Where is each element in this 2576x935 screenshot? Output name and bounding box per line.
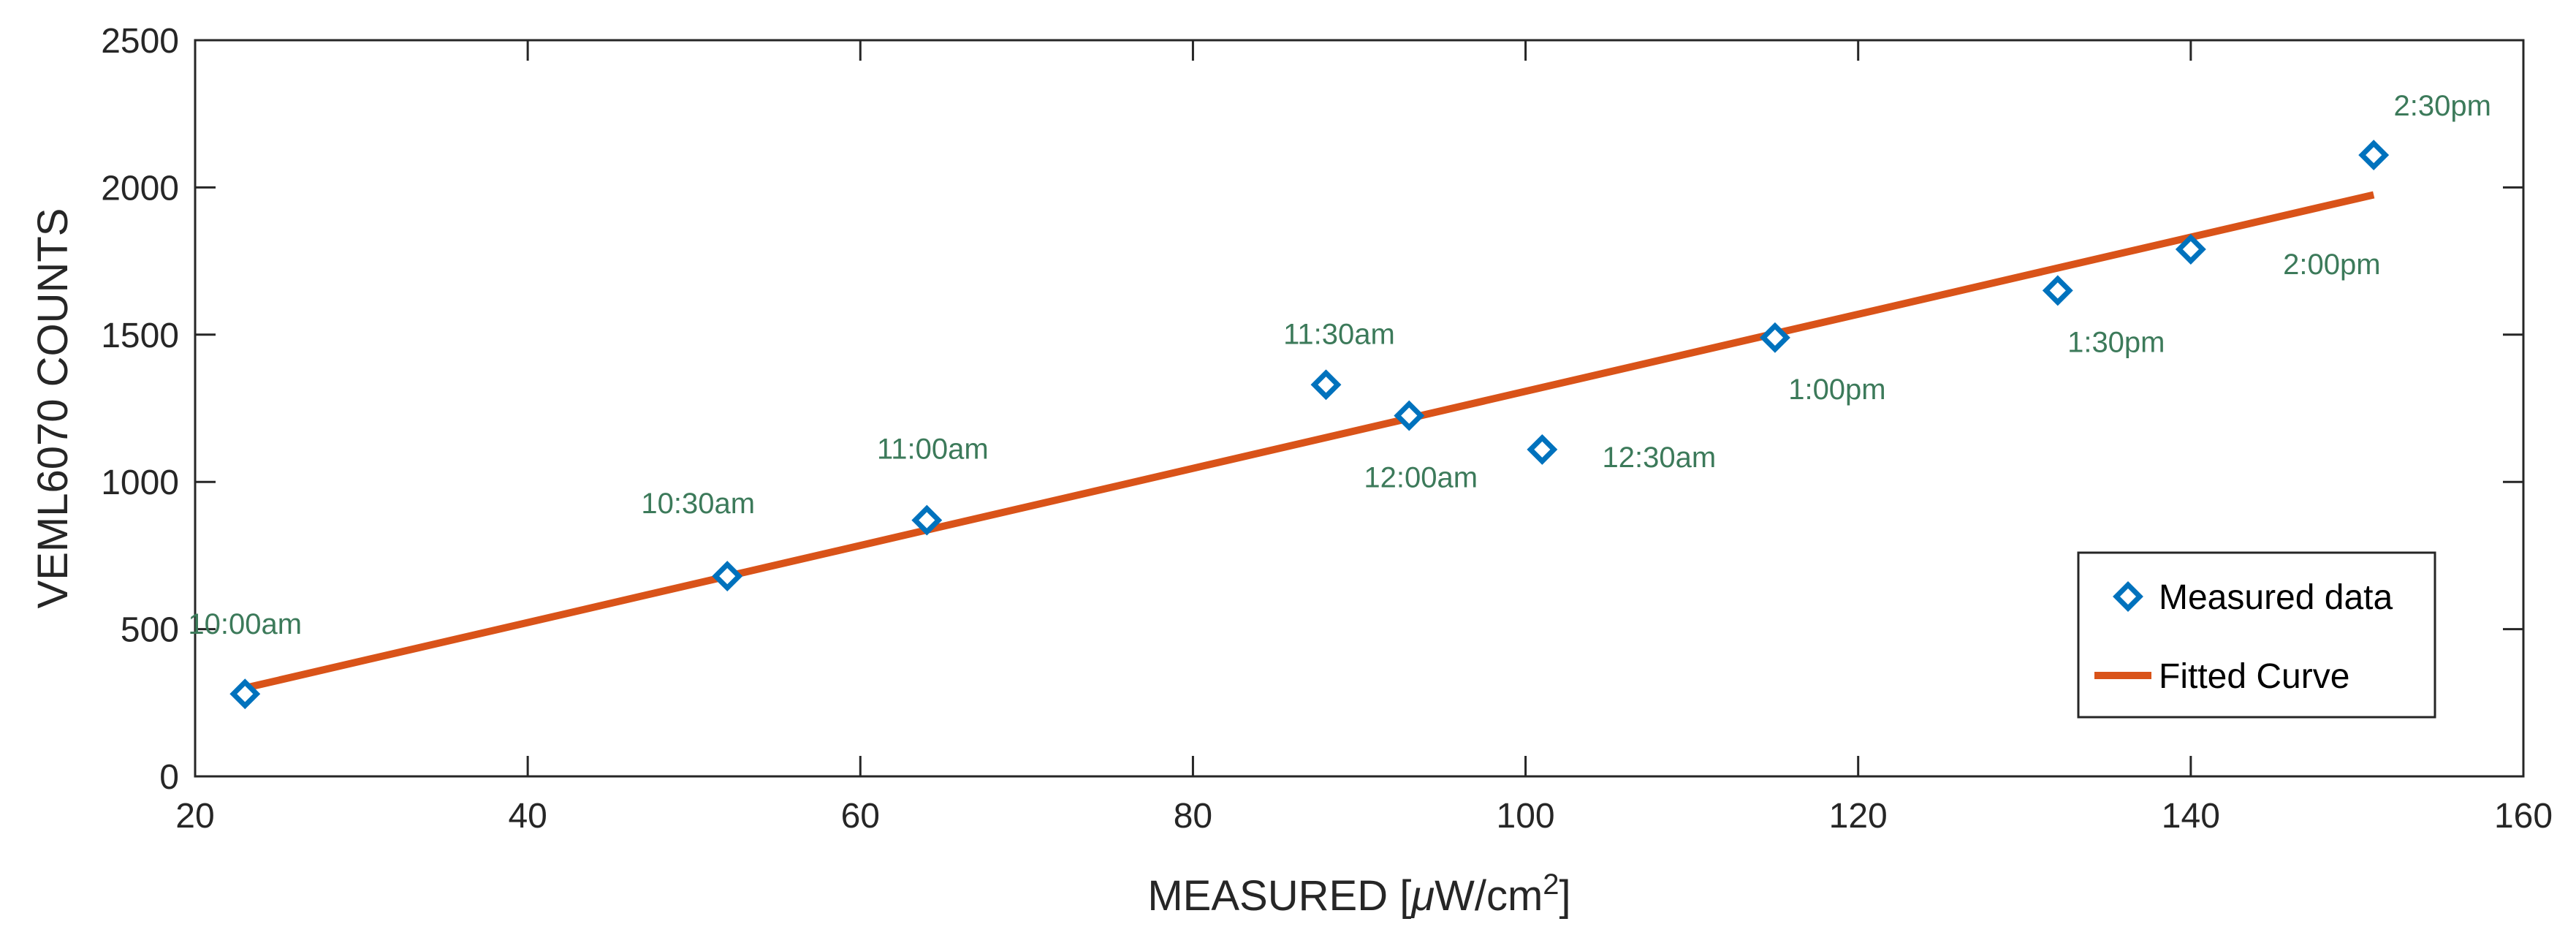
legend-marker-measured [2113, 581, 2143, 612]
time-annotation: 12:00am [1364, 462, 1478, 494]
time-annotation: 11:30am [1283, 318, 1395, 350]
time-annotation: 10:30am [641, 488, 755, 520]
x-tick-label: 40 [508, 797, 547, 836]
fitted-curve-layer [244, 191, 2375, 692]
measured-data-point [1394, 400, 1425, 431]
measured-data-point [1527, 434, 1558, 465]
x-tick-label: 160 [2494, 797, 2553, 836]
fitted-curve-line [244, 191, 2375, 692]
measured-data-point [2042, 275, 2073, 306]
x-tick-label: 60 [841, 797, 880, 836]
time-annotation: 10:00am [188, 608, 302, 640]
x-tick-label: 120 [1829, 797, 1888, 836]
x-tick-label: 20 [175, 797, 214, 836]
time-annotation: 2:00pm [2283, 249, 2380, 281]
time-annotation: 12:30am [1602, 442, 1716, 474]
time-annotation: 2:30pm [2393, 90, 2490, 122]
time-annotation: 1:00pm [1788, 374, 1885, 406]
y-tick-label: 500 [121, 611, 179, 650]
y-tick-label: 2500 [101, 22, 179, 61]
x-tick-label: 100 [1497, 797, 1555, 836]
measured-data-layer [229, 140, 2390, 710]
time-annotation: 11:00am [877, 434, 989, 466]
time-annotations: 10:00am 10:30am 11:00am 11:30am 12:00am 12:30… [188, 90, 2490, 640]
legend-label-fitted: Fitted Curve [2159, 657, 2349, 696]
y-tick-label: 2000 [101, 169, 179, 208]
measured-data-point [712, 561, 743, 592]
x-axis-title-unit: W/cm [1435, 872, 1543, 920]
x-axis-title-sup: 2 [1543, 868, 1559, 901]
measured-data-point [1310, 369, 1342, 401]
time-annotation: 1:30pm [2067, 326, 2165, 358]
x-axis-title-close: ] [1559, 872, 1571, 920]
measured-data-point [911, 504, 943, 536]
measured-data-point [229, 678, 261, 710]
legend-box [2077, 551, 2436, 719]
x-axis-title-main: MEASURED [ [1147, 872, 1411, 920]
y-tick-label: 1000 [101, 463, 179, 502]
legend-label-measured: Measured data [2159, 578, 2393, 617]
legend: Measured data Fitted Curve [2077, 551, 2436, 719]
measured-data-point [2358, 140, 2390, 171]
y-axis: 0 500 1000 1500 2000 2500 [101, 22, 2523, 797]
measured-data-point [2175, 234, 2206, 265]
x-axis-title: MEASURED [μW/cm2] [1147, 868, 1570, 920]
y-tick-label: 1500 [101, 317, 179, 355]
y-axis-title: VEML6070 COUNTS [29, 208, 77, 609]
x-tick-label: 140 [2162, 797, 2220, 836]
x-axis: 20 40 60 80 100 120 140 160 [175, 40, 2553, 836]
measured-data-point [1759, 322, 1790, 353]
x-tick-label: 80 [1174, 797, 1212, 836]
y-tick-label: 0 [159, 758, 179, 797]
x-axis-title-mu: μ [1410, 872, 1435, 920]
